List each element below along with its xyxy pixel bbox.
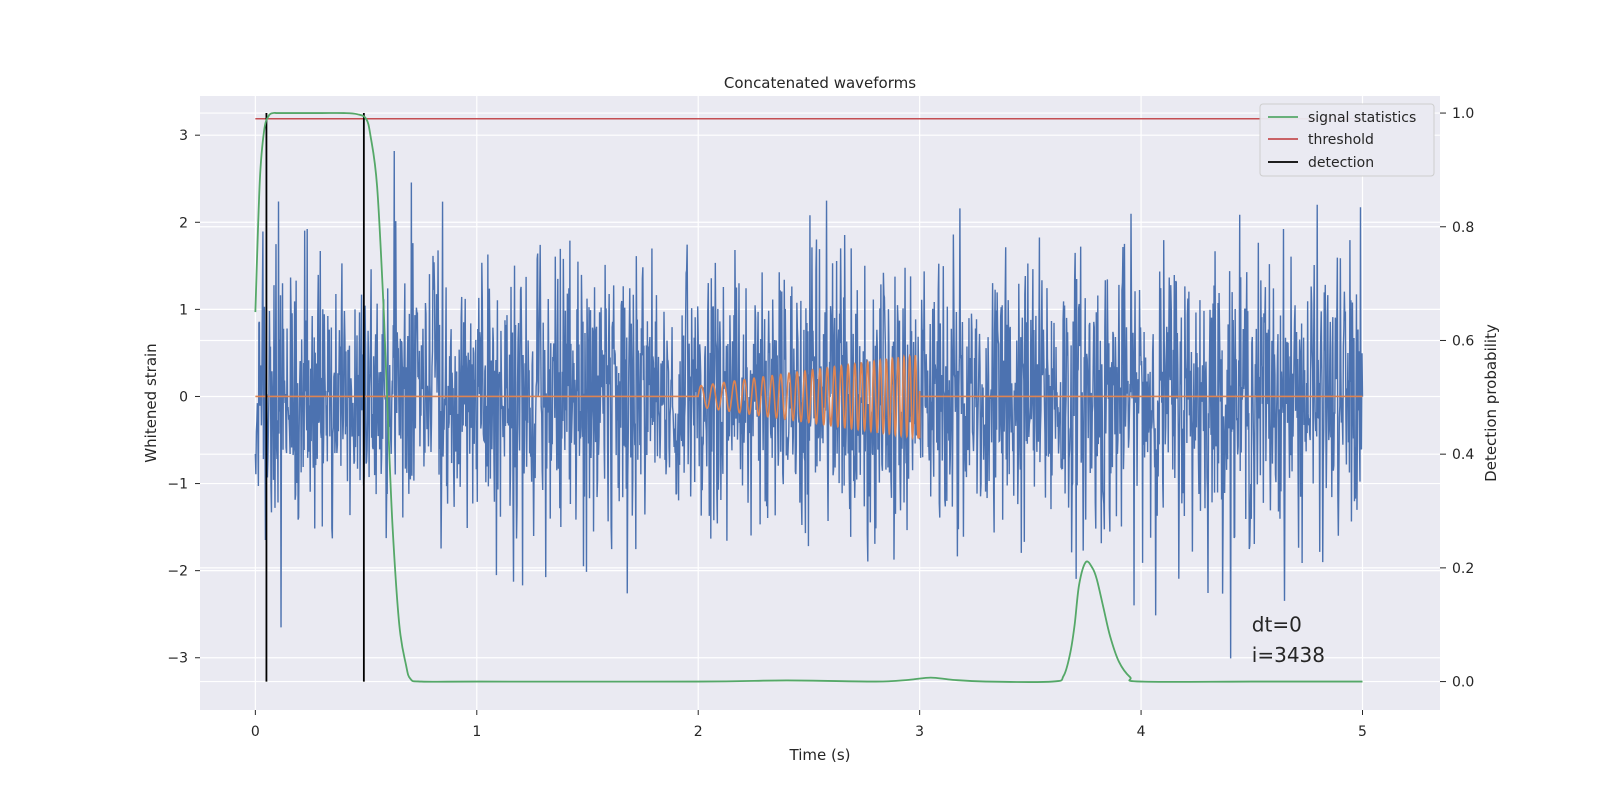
y2-axis-label: Detection probability [1482, 324, 1500, 482]
y-tick-label-4: 1 [179, 302, 188, 318]
y-tick-label-2: −1 [167, 477, 188, 493]
annotation-index: i=3438 [1252, 643, 1325, 667]
x-tick-label-3: 3 [915, 724, 924, 740]
chart-title: Concatenated waveforms [724, 74, 916, 92]
legend-label-threshold: threshold [1308, 132, 1374, 148]
y-tick-label-5: 2 [179, 215, 188, 231]
legend-label-detection: detection [1308, 155, 1374, 171]
y-axis-ticks: −3 −2 −1 0 1 2 3 [167, 128, 200, 667]
x-tick-label-1: 1 [472, 724, 481, 740]
y2-tick-label-3: 0.6 [1452, 333, 1474, 349]
signal-statistics-line [254, 111, 1363, 683]
x-tick-label-5: 5 [1358, 724, 1367, 740]
y-tick-label-0: −3 [167, 651, 188, 667]
y-axis-label: Whitened strain [142, 343, 160, 462]
x-tick-label-4: 4 [1137, 724, 1146, 740]
detection-lines [265, 113, 365, 682]
legend-label-signal-statistics: signal statistics [1308, 110, 1416, 126]
x-tick-label-0: 0 [251, 724, 260, 740]
y2-tick-label-2: 0.4 [1452, 447, 1474, 463]
injected-waveform-line [255, 353, 1363, 441]
y2-tick-label-0: 0.0 [1452, 675, 1474, 691]
annotation-dt: dt=0 [1252, 613, 1302, 637]
noise-series-line [254, 150, 1364, 659]
y-tick-label-6: 3 [179, 128, 188, 144]
x-tick-label-2: 2 [694, 724, 703, 740]
y-tick-label-3: 0 [179, 389, 188, 405]
y2-axis-ticks: 0.0 0.2 0.4 0.6 0.8 1.0 [1440, 106, 1474, 691]
y-tick-label-1: −2 [167, 564, 188, 580]
x-axis-label: Time (s) [789, 746, 851, 764]
y2-tick-label-5: 1.0 [1452, 106, 1474, 122]
y2-tick-label-1: 0.2 [1452, 561, 1474, 577]
x-axis-ticks: 0 1 2 3 4 5 [251, 710, 1367, 740]
y2-tick-label-4: 0.8 [1452, 220, 1474, 236]
legend: signal statistics threshold detection [1259, 103, 1435, 177]
plot-area [254, 111, 1364, 683]
legend-box [1259, 103, 1435, 177]
